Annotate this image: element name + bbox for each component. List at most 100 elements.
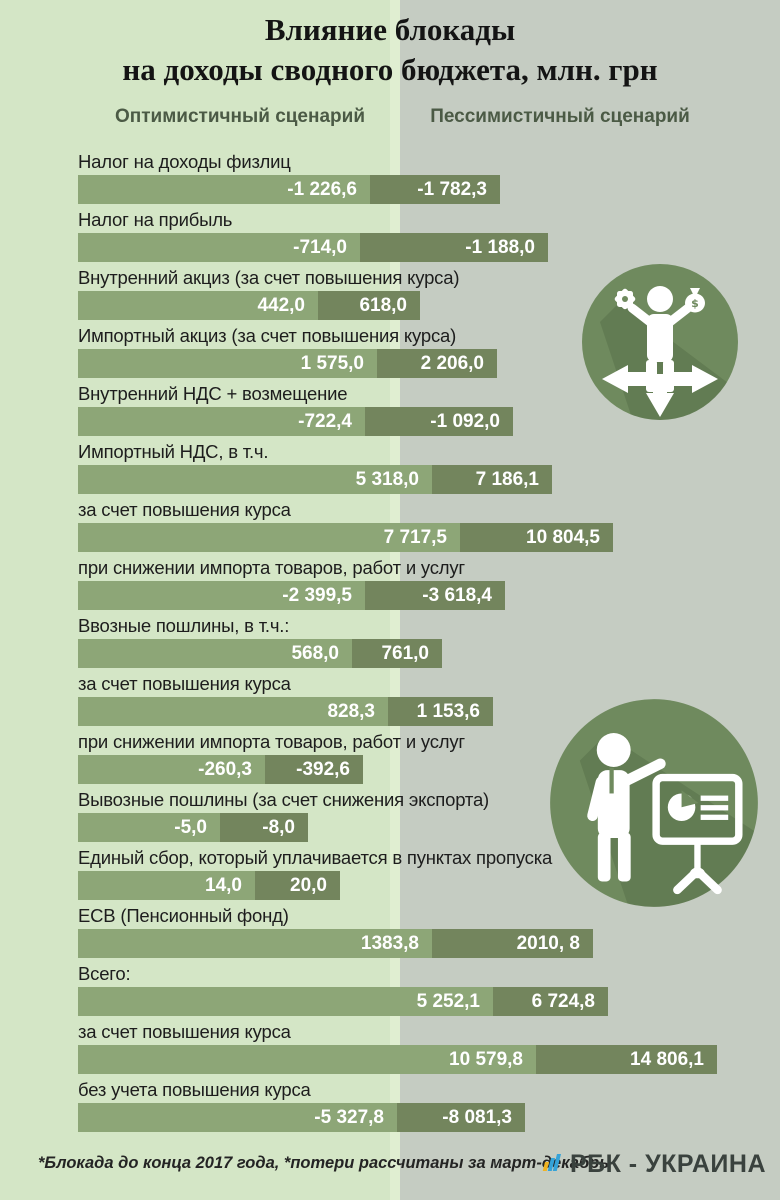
value-optimistic: 828,3 [327, 700, 375, 722]
brand-name: РБК - УКРАИНА [569, 1150, 766, 1178]
value-optimistic: 5 252,1 [416, 990, 480, 1012]
value-optimistic: 10 579,8 [449, 1048, 523, 1070]
bar-optimistic: 568,0 [78, 639, 352, 668]
row-label: за счет повышения курса [78, 673, 291, 694]
row-label: Импортный НДС, в т.ч. [78, 441, 269, 462]
row-label: Внутренний НДС + возмещение [78, 383, 348, 404]
row-bar: -5 327,8 -8 081,3 [78, 1103, 780, 1132]
bar-optimistic: 828,3 [78, 697, 388, 726]
row-bar: -5,0 -8,0 [78, 813, 780, 842]
row-label: без учета повышения курса [78, 1079, 311, 1100]
chart-row: Всего: 5 252,1 6 724,8 [0, 962, 780, 1020]
row-label: Ввозные пошлины, в т.ч.: [78, 615, 290, 636]
row-bar: -2 399,5 -3 618,4 [78, 581, 780, 610]
bar-optimistic: -2 399,5 [78, 581, 365, 610]
bar-pessimistic: 618,0 [318, 291, 420, 320]
header-optimistic: Оптимистичный сценарий [114, 106, 366, 127]
bar-pessimistic: 14 806,1 [536, 1045, 717, 1074]
bar-optimistic: 10 579,8 [78, 1045, 536, 1074]
value-optimistic: -260,3 [198, 758, 252, 780]
title-line-2: на доходы сводного бюджета, млн. грн [122, 52, 658, 87]
row-bar: 828,3 1 153,6 [78, 697, 780, 726]
bar-pessimistic: -8 081,3 [397, 1103, 525, 1132]
row-label: Импортный акциз (за счет повышения курса… [78, 325, 457, 346]
value-optimistic: -722,4 [298, 410, 352, 432]
value-pessimistic: -1 188,0 [465, 236, 535, 258]
bar-optimistic: -722,4 [78, 407, 365, 436]
bar-optimistic: -1 226,6 [78, 175, 370, 204]
bar-optimistic: 1 575,0 [78, 349, 377, 378]
footnote: *Блокада до конца 2017 года, *потери рас… [38, 1154, 610, 1172]
chart-rows: Налог на доходы физлиц -1 226,6 -1 782,3… [0, 150, 780, 1136]
bar-pessimistic: 10 804,5 [460, 523, 613, 552]
value-pessimistic: 761,0 [381, 642, 429, 664]
row-bar: 10 579,8 14 806,1 [78, 1045, 780, 1074]
value-optimistic: -5 327,8 [314, 1106, 384, 1128]
chart-row: при снижении импорта товаров, работ и ус… [0, 730, 780, 788]
row-bar: -1 226,6 -1 782,3 [78, 175, 780, 204]
chart-row: за счет повышения курса 7 717,5 10 804,5 [0, 498, 780, 556]
value-optimistic: -5,0 [174, 816, 207, 838]
value-pessimistic: -392,6 [296, 758, 350, 780]
row-bar: 5 318,0 7 186,1 [78, 465, 780, 494]
bar-pessimistic: 6 724,8 [493, 987, 608, 1016]
row-bar: 14,0 20,0 [78, 871, 780, 900]
bar-pessimistic: 2 206,0 [377, 349, 497, 378]
bar-optimistic: 442,0 [78, 291, 318, 320]
row-label: при снижении импорта товаров, работ и ус… [78, 557, 465, 578]
row-label: Налог на доходы физлиц [78, 151, 291, 172]
row-label: ЕСВ (Пенсионный фонд) [78, 905, 289, 926]
rbc-bar-chart-logo-icon [540, 1150, 564, 1179]
bar-pessimistic: -8,0 [220, 813, 308, 842]
value-optimistic: -1 226,6 [287, 178, 357, 200]
bar-pessimistic: -1 188,0 [360, 233, 548, 262]
bar-optimistic: 7 717,5 [78, 523, 460, 552]
chart-row: без учета повышения курса -5 327,8 -8 08… [0, 1078, 780, 1136]
bar-optimistic: -5,0 [78, 813, 220, 842]
value-pessimistic: 1 153,6 [416, 700, 480, 722]
row-label: Вывозные пошлины (за счет снижения экспо… [78, 789, 490, 810]
row-bar: 7 717,5 10 804,5 [78, 523, 780, 552]
value-optimistic: 14,0 [205, 874, 242, 896]
value-optimistic: 7 717,5 [383, 526, 447, 548]
value-pessimistic: -1 092,0 [430, 410, 500, 432]
bar-pessimistic: 20,0 [255, 871, 340, 900]
bar-optimistic: -5 327,8 [78, 1103, 397, 1132]
value-pessimistic: 14 806,1 [630, 1048, 704, 1070]
row-label: за счет повышения курса [78, 1021, 291, 1042]
bar-pessimistic: -1 092,0 [365, 407, 513, 436]
value-optimistic: -714,0 [293, 236, 347, 258]
row-label: Всего: [78, 963, 131, 984]
value-pessimistic: 20,0 [290, 874, 327, 896]
value-pessimistic: 618,0 [359, 294, 407, 316]
row-label: за счет повышения курса [78, 499, 291, 520]
chart-row: Налог на прибыль -714,0 -1 188,0 [0, 208, 780, 266]
chart-row: Вывозные пошлины (за счет снижения экспо… [0, 788, 780, 846]
brand-logo: РБК - УКРАИНА [540, 1150, 766, 1179]
scenario-headers: Оптимистичный сценарий Пессимистичный сц… [0, 106, 780, 132]
value-pessimistic: -3 618,4 [422, 584, 492, 606]
value-optimistic: 1383,8 [360, 932, 419, 954]
page-title: Влияние блокады на доходы сводного бюдже… [0, 10, 780, 90]
row-label: при снижении импорта товаров, работ и ус… [78, 731, 465, 752]
value-pessimistic: 6 724,8 [531, 990, 595, 1012]
bar-optimistic: 14,0 [78, 871, 255, 900]
chart-row: Внутренний НДС + возмещение -722,4 -1 09… [0, 382, 780, 440]
bar-pessimistic: 2010, 8 [432, 929, 593, 958]
row-bar: 1383,8 2010, 8 [78, 929, 780, 958]
value-optimistic: 568,0 [291, 642, 339, 664]
chart-row: Единый сбор, который уплачивается в пунк… [0, 846, 780, 904]
row-bar: -714,0 -1 188,0 [78, 233, 780, 262]
title-line-1: Влияние блокады [264, 12, 516, 47]
chart-row: Импортный акциз (за счет повышения курса… [0, 324, 780, 382]
chart-row: Ввозные пошлины, в т.ч.: 568,0 761,0 [0, 614, 780, 672]
row-bar: 1 575,0 2 206,0 [78, 349, 780, 378]
value-optimistic: 5 318,0 [355, 468, 419, 490]
bar-pessimistic: 1 153,6 [388, 697, 493, 726]
chart-row: Налог на доходы физлиц -1 226,6 -1 782,3 [0, 150, 780, 208]
row-bar: 5 252,1 6 724,8 [78, 987, 780, 1016]
row-label: Единый сбор, который уплачивается в пунк… [78, 847, 553, 868]
bar-optimistic: 1383,8 [78, 929, 432, 958]
value-pessimistic: -8,0 [262, 816, 295, 838]
